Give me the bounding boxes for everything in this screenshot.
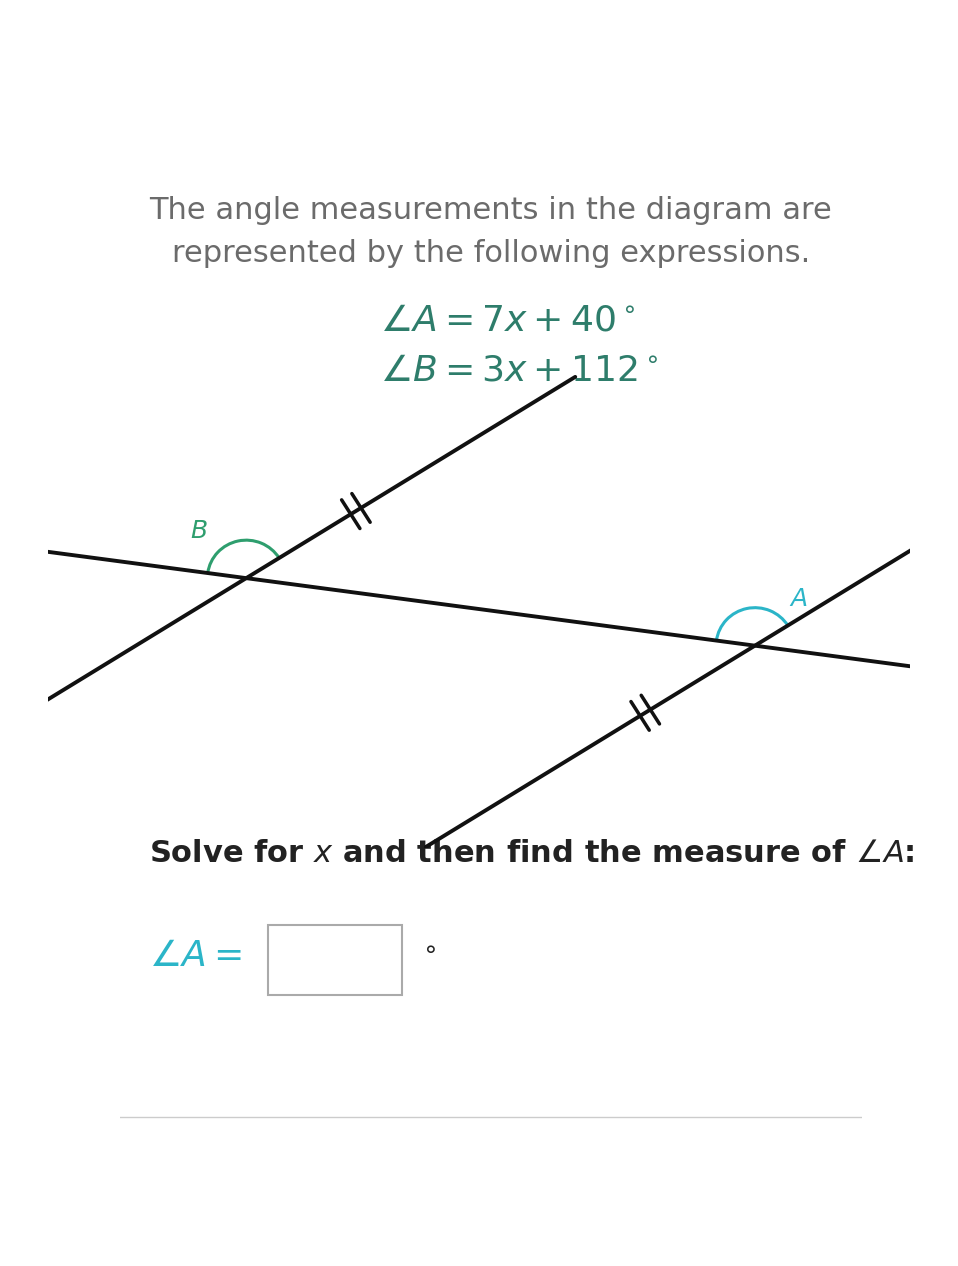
- Text: $A$: $A$: [788, 587, 808, 610]
- Text: Solve for $x$ and then find the measure of $\angle A$:: Solve for $x$ and then find the measure …: [149, 839, 915, 868]
- FancyBboxPatch shape: [268, 925, 402, 995]
- Text: The angle measurements in the diagram are
represented by the following expressio: The angle measurements in the diagram ar…: [149, 196, 833, 267]
- Text: $^\circ$: $^\circ$: [417, 943, 436, 977]
- Text: $B$: $B$: [190, 520, 208, 543]
- Text: $\angle B = 3x + 112^\circ$: $\angle B = 3x + 112^\circ$: [379, 353, 658, 387]
- Text: $\angle A =$: $\angle A =$: [149, 939, 242, 974]
- Text: $\angle A = 7x + 40^\circ$: $\angle A = 7x + 40^\circ$: [379, 303, 635, 337]
